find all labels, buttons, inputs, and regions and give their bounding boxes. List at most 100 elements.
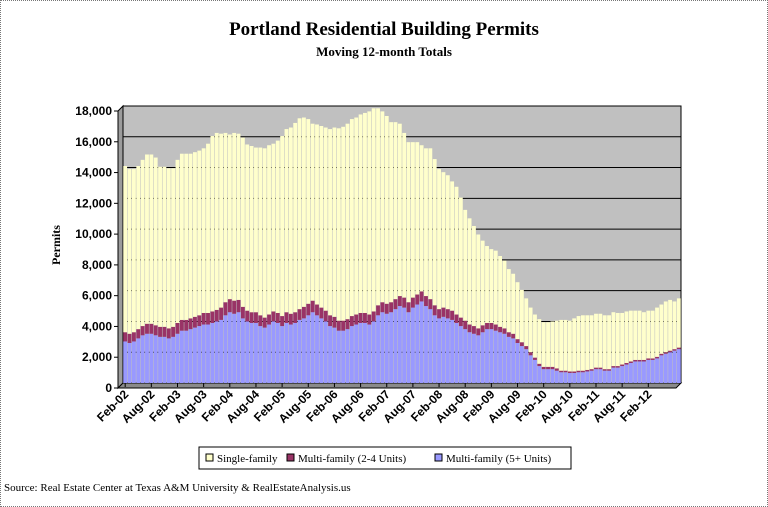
bar-multi-5plus xyxy=(581,372,585,383)
bar-multi-2-4 xyxy=(284,312,289,323)
bar-single-family xyxy=(594,313,598,368)
bar-multi-2-4 xyxy=(336,320,341,331)
bar-multi-5plus xyxy=(410,307,415,383)
bar-multi-2-4 xyxy=(493,324,498,331)
bar-single-family xyxy=(519,289,524,343)
bar-multi-5plus xyxy=(432,315,437,383)
bar-multi-2-4 xyxy=(332,316,337,328)
legend-swatch xyxy=(434,453,443,462)
bar-multi-2-4 xyxy=(559,370,564,373)
bar-multi-5plus xyxy=(240,318,245,383)
bar-single-family xyxy=(214,132,219,310)
bar-multi-5plus xyxy=(227,312,232,383)
bar-single-family xyxy=(371,108,376,312)
bar-multi-2-4 xyxy=(498,326,503,333)
bar-multi-5plus xyxy=(502,333,507,383)
bar-multi-2-4 xyxy=(620,364,625,367)
bar-multi-5plus xyxy=(458,326,463,383)
y-tick-label: 4,000 xyxy=(82,319,112,333)
bar-single-family xyxy=(123,166,128,333)
bar-single-family xyxy=(158,166,162,327)
bar-multi-2-4 xyxy=(275,312,280,323)
bar-multi-5plus xyxy=(210,322,215,383)
bar-single-family xyxy=(485,246,489,323)
bar-single-family xyxy=(672,301,677,350)
bar-multi-5plus xyxy=(445,318,450,383)
bar-multi-2-4 xyxy=(323,310,328,322)
bar-multi-2-4 xyxy=(450,310,455,320)
bar-single-family xyxy=(628,310,633,362)
bar-multi-2-4 xyxy=(611,366,616,368)
bar-multi-2-4 xyxy=(458,317,463,327)
bar-multi-5plus xyxy=(406,312,411,383)
bar-multi-5plus xyxy=(136,338,141,383)
bar-multi-5plus xyxy=(424,306,428,383)
bar-single-family xyxy=(650,310,655,359)
bar-multi-2-4 xyxy=(271,311,276,322)
bar-single-family xyxy=(607,315,611,370)
bar-multi-2-4 xyxy=(524,346,529,350)
bar-single-family xyxy=(293,122,298,313)
bar-single-family xyxy=(489,249,494,323)
bar-multi-2-4 xyxy=(306,303,311,316)
bar-single-family xyxy=(419,145,424,292)
bar-single-family xyxy=(611,312,616,367)
bar-multi-5plus xyxy=(437,318,441,383)
bar-multi-2-4 xyxy=(572,371,577,373)
bar-multi-2-4 xyxy=(676,347,681,350)
bar-multi-2-4 xyxy=(380,302,385,313)
bar-multi-5plus xyxy=(123,341,128,383)
bar-multi-5plus xyxy=(546,369,550,383)
bar-multi-5plus xyxy=(550,369,555,383)
bar-multi-5plus xyxy=(232,313,237,383)
bar-multi-2-4 xyxy=(197,315,202,327)
bar-single-family xyxy=(197,150,202,316)
bar-single-family xyxy=(646,310,651,359)
bar-multi-2-4 xyxy=(310,300,315,313)
bar-single-family xyxy=(458,197,463,318)
bar-multi-5plus xyxy=(158,336,162,383)
bar-multi-5plus xyxy=(267,324,271,383)
bar-multi-2-4 xyxy=(615,366,620,368)
bar-single-family xyxy=(166,168,171,329)
bar-multi-5plus xyxy=(572,373,577,383)
bar-multi-2-4 xyxy=(637,359,642,362)
bar-multi-2-4 xyxy=(410,297,415,308)
bar-multi-5plus xyxy=(328,326,332,383)
bar-multi-2-4 xyxy=(550,366,555,370)
bar-multi-2-4 xyxy=(598,367,603,370)
bar-multi-2-4 xyxy=(624,362,629,365)
bar-multi-2-4 xyxy=(463,320,468,330)
bar-multi-2-4 xyxy=(406,302,411,313)
bar-multi-2-4 xyxy=(589,369,594,371)
y-tick-label: 10,000 xyxy=(75,227,112,241)
bar-single-family xyxy=(602,315,607,370)
bar-multi-5plus xyxy=(127,342,132,383)
bar-single-family xyxy=(546,322,550,367)
bar-multi-2-4 xyxy=(602,369,607,371)
bar-multi-2-4 xyxy=(166,328,171,339)
bar-single-family xyxy=(271,143,276,312)
bar-multi-5plus xyxy=(336,330,341,383)
legend-swatch xyxy=(205,453,214,462)
legend-label: Single-family xyxy=(217,453,278,465)
bar-multi-2-4 xyxy=(227,299,232,313)
bar-multi-2-4 xyxy=(315,304,319,316)
bar-single-family xyxy=(358,114,363,313)
bar-single-family xyxy=(223,132,228,303)
bar-single-family xyxy=(581,315,585,371)
bar-multi-2-4 xyxy=(254,312,258,323)
bar-single-family xyxy=(354,117,359,315)
bar-single-family xyxy=(554,320,559,369)
bar-multi-5plus xyxy=(554,370,559,383)
bar-multi-5plus xyxy=(498,332,503,383)
bar-multi-2-4 xyxy=(354,314,359,325)
bar-multi-5plus xyxy=(201,324,206,383)
bar-multi-5plus xyxy=(563,372,568,383)
bar-single-family xyxy=(171,168,176,327)
bar-single-family xyxy=(206,143,210,313)
bar-multi-5plus xyxy=(323,321,328,383)
bar-multi-2-4 xyxy=(585,369,590,372)
bar-multi-2-4 xyxy=(402,297,407,308)
bar-multi-5plus xyxy=(511,338,516,383)
